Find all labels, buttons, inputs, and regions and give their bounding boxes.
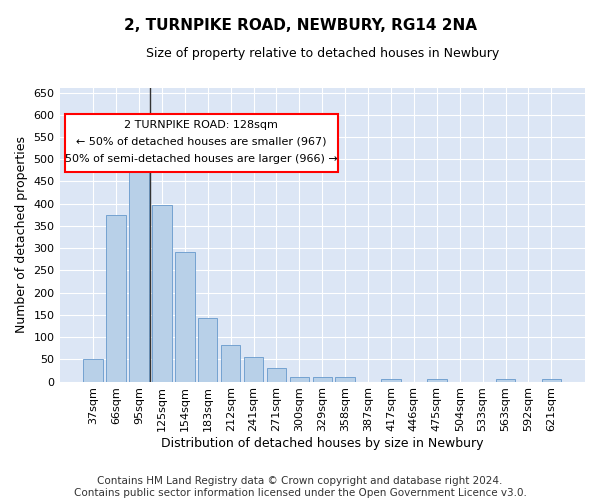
Bar <box>335 376 355 382</box>
Bar <box>381 380 401 382</box>
Bar <box>152 204 172 382</box>
Bar <box>198 318 217 382</box>
Title: Size of property relative to detached houses in Newbury: Size of property relative to detached ho… <box>146 48 499 60</box>
X-axis label: Distribution of detached houses by size in Newbury: Distribution of detached houses by size … <box>161 437 484 450</box>
FancyBboxPatch shape <box>65 114 338 172</box>
Bar <box>106 215 126 382</box>
Bar <box>290 376 309 382</box>
Bar <box>542 380 561 382</box>
Text: ← 50% of detached houses are smaller (967): ← 50% of detached houses are smaller (96… <box>76 137 326 147</box>
Bar <box>313 377 332 382</box>
Bar <box>83 360 103 382</box>
Y-axis label: Number of detached properties: Number of detached properties <box>15 136 28 334</box>
Text: 2 TURNPIKE ROAD: 128sqm: 2 TURNPIKE ROAD: 128sqm <box>124 120 278 130</box>
Bar <box>221 345 241 382</box>
Bar <box>267 368 286 382</box>
Text: Contains HM Land Registry data © Crown copyright and database right 2024.
Contai: Contains HM Land Registry data © Crown c… <box>74 476 526 498</box>
Bar <box>244 357 263 382</box>
Bar <box>496 380 515 382</box>
Bar <box>129 154 149 382</box>
Bar <box>175 252 194 382</box>
Text: 50% of semi-detached houses are larger (966) →: 50% of semi-detached houses are larger (… <box>65 154 338 164</box>
Bar <box>427 380 446 382</box>
Text: 2, TURNPIKE ROAD, NEWBURY, RG14 2NA: 2, TURNPIKE ROAD, NEWBURY, RG14 2NA <box>124 18 476 32</box>
